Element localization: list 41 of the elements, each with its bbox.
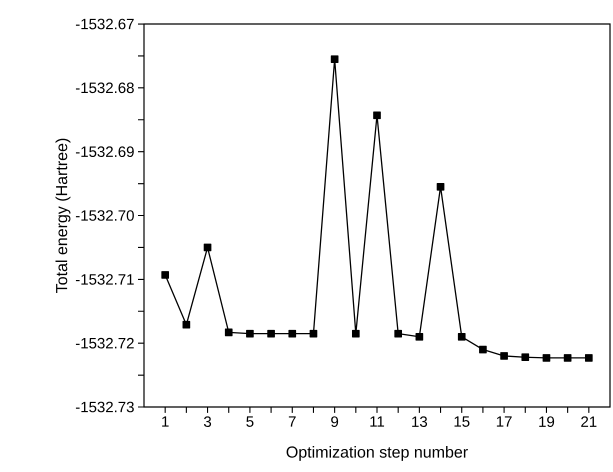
point bbox=[584, 354, 593, 362]
y-tick-label: -1532.68 bbox=[76, 82, 134, 94]
point bbox=[542, 354, 550, 362]
x-tick-label: 13 bbox=[412, 416, 428, 427]
y-tick-label: -1532.72 bbox=[76, 338, 134, 349]
point bbox=[352, 330, 360, 338]
y-tick-label: -1532.69 bbox=[76, 146, 134, 158]
x-tick-label: 7 bbox=[288, 416, 296, 427]
y-tick-label: -1532.70 bbox=[76, 210, 134, 221]
point bbox=[246, 330, 254, 338]
point bbox=[521, 353, 530, 362]
point bbox=[161, 271, 170, 279]
point bbox=[310, 330, 318, 338]
point bbox=[394, 330, 402, 338]
point bbox=[204, 244, 212, 252]
x-tick-label: 9 bbox=[331, 416, 338, 427]
point bbox=[564, 354, 572, 362]
point bbox=[416, 332, 424, 341]
point bbox=[288, 330, 296, 338]
y-tick-label: -1532.71 bbox=[76, 274, 134, 285]
y-tick-label: -1532.67 bbox=[76, 18, 134, 30]
point bbox=[479, 346, 487, 354]
point bbox=[182, 320, 190, 329]
point bbox=[330, 55, 338, 64]
point bbox=[267, 330, 275, 338]
x-axis-title: Optimization step number bbox=[286, 446, 468, 461]
x-tick-label: 17 bbox=[496, 416, 512, 427]
point bbox=[458, 332, 466, 341]
y-tick-label: -1532.73 bbox=[76, 402, 134, 412]
y-axis-title: Total energy (Hartree) bbox=[56, 138, 70, 293]
point bbox=[224, 328, 233, 336]
x-tick-label: 1 bbox=[162, 416, 169, 427]
point bbox=[436, 182, 444, 191]
x-tick-label: 19 bbox=[539, 416, 554, 427]
x-tick-label: 5 bbox=[246, 416, 254, 427]
point bbox=[500, 352, 508, 360]
x-tick-label: 21 bbox=[581, 416, 596, 427]
x-tick-label: 3 bbox=[204, 416, 212, 427]
point bbox=[373, 111, 381, 120]
x-tick-label: 11 bbox=[370, 416, 384, 427]
x-tick-label: 15 bbox=[454, 416, 470, 427]
